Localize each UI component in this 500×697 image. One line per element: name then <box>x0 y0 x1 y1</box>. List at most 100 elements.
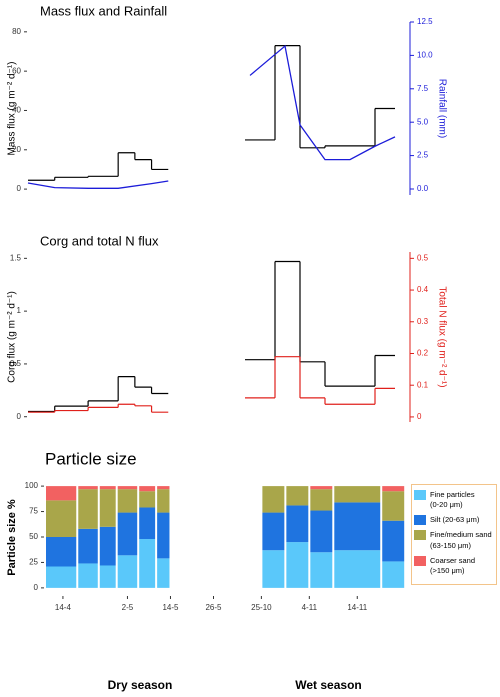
bar-segment <box>334 502 381 551</box>
bar-segment <box>99 489 116 527</box>
legend-label: Silt (20-63 μm) <box>430 515 480 525</box>
y-tick-label: 20 <box>12 145 21 154</box>
bar-segment <box>286 486 309 506</box>
bar-segment <box>78 486 98 490</box>
bar-segment <box>78 563 98 588</box>
bar-segment <box>46 500 77 537</box>
line-series <box>249 44 396 161</box>
y2-tick-label: 0.4 <box>417 285 429 294</box>
y2-tick-label: 0.0 <box>417 184 429 193</box>
y2-tick-label: 2.5 <box>417 151 429 160</box>
y-tick-label: 1 <box>17 306 22 315</box>
legend-item: Fine particles (0-20 μm) <box>414 490 494 510</box>
y2-tick-label: 0.5 <box>417 253 429 262</box>
bar-segment <box>157 489 170 513</box>
bar-segment <box>117 486 138 490</box>
bar-segment <box>310 510 333 553</box>
legend-swatch <box>414 490 426 500</box>
y-tick-label: 75 <box>29 507 38 516</box>
x-tick-label: 26-5 <box>205 603 222 612</box>
bar-segment <box>99 565 116 588</box>
y-tick-label: 50 <box>29 532 38 541</box>
facet-title: Wet season <box>295 678 361 692</box>
x-tick-label: 4-11 <box>302 603 318 612</box>
x-tick-label: 14-4 <box>55 603 72 612</box>
bar-segment <box>99 486 116 490</box>
bar-segment <box>157 558 170 588</box>
y-axis-title: Mass flux (g m⁻² d⁻¹) <box>7 62 18 156</box>
bar-segment <box>262 512 285 551</box>
chart-title: Mass flux and Rainfall <box>40 3 167 18</box>
legend-item: Silt (20-63 μm) <box>414 515 494 526</box>
bar-segment <box>382 491 405 521</box>
x-tick-label: 14-11 <box>347 603 367 612</box>
legend: Fine particles (0-20 μm) Silt (20-63 μm) F… <box>411 484 497 585</box>
legend-item: Fine/medium sand (63-150 μm) <box>414 530 494 550</box>
y-tick-label: 0 <box>17 184 22 193</box>
x-tick-label: 2-5 <box>122 603 134 612</box>
legend-swatch <box>414 555 426 566</box>
y2-tick-label: 0.3 <box>417 317 429 326</box>
legend-item: Coarser sand (>150 μm) <box>414 555 494 576</box>
y-tick-label: 25 <box>29 558 38 567</box>
y-tick-label: 100 <box>25 481 39 490</box>
chart-title: Particle size <box>45 449 137 468</box>
bar-segment <box>334 550 381 588</box>
bar-segment <box>382 561 405 588</box>
y2-tick-label: 10.0 <box>417 51 433 60</box>
bar-segment <box>310 489 333 511</box>
bar-segment <box>286 542 309 588</box>
chart-title: Corg and total N flux <box>40 233 159 248</box>
x-tick-label: 25-10 <box>251 603 272 612</box>
y-tick-label: 1.5 <box>10 253 22 262</box>
bar-segment <box>310 486 333 490</box>
bar-segment <box>46 536 77 567</box>
bar-segment <box>139 507 156 540</box>
legend-label: Fine particles (0-20 μm) <box>430 490 475 510</box>
y2-tick-label: 7.5 <box>417 84 429 93</box>
bar-segment <box>262 486 285 513</box>
bar-segment <box>310 552 333 588</box>
facet-title: Dry season <box>108 678 173 692</box>
bar-segment <box>46 566 77 588</box>
y-axis-title: Corg flux (g m⁻² d⁻¹) <box>7 291 18 383</box>
y-tick-label: 0.5 <box>10 359 22 368</box>
bar-segment <box>117 489 138 513</box>
y-tick-label: 0 <box>17 412 22 421</box>
x-tick-label: 14-5 <box>162 603 179 612</box>
bar-segment <box>46 486 77 501</box>
y-tick-label: 80 <box>12 27 21 36</box>
y-tick-label: 60 <box>12 66 21 75</box>
legend-swatch <box>414 515 426 526</box>
legend-swatch <box>414 530 426 541</box>
y2-tick-label: 0.2 <box>417 349 429 358</box>
y2-tick-label: 0 <box>417 412 422 421</box>
bar-segment <box>262 550 285 588</box>
y2-axis-title: Rainfall (mm) <box>436 79 447 138</box>
y-tick-label: 0 <box>34 583 39 592</box>
bar-segment <box>157 512 170 559</box>
bar-segment <box>99 526 116 566</box>
y2-tick-label: 12.5 <box>417 17 433 26</box>
bar-segment <box>334 486 381 503</box>
y-tick-label: 40 <box>12 106 21 115</box>
y2-axis-title: Total N flux (g m⁻² d⁻¹) <box>436 286 447 387</box>
bar-segment <box>139 491 156 508</box>
legend-label: Coarser sand (>150 μm) <box>430 555 476 575</box>
bar-segment <box>117 512 138 556</box>
bar-segment <box>78 528 98 564</box>
bar-segment <box>78 489 98 529</box>
bar-segment <box>382 520 405 562</box>
line-series <box>27 180 169 189</box>
bar-segment <box>139 486 156 492</box>
bar-segment <box>157 486 170 490</box>
bar-segment <box>382 486 405 492</box>
y2-tick-label: 5.0 <box>417 117 429 126</box>
bar-segment <box>286 505 309 543</box>
legend-label: Fine/medium sand (63-150 μm) <box>430 530 492 550</box>
bar-segment <box>139 539 156 588</box>
bar-segment <box>117 555 138 588</box>
y2-tick-label: 0.1 <box>417 380 429 389</box>
